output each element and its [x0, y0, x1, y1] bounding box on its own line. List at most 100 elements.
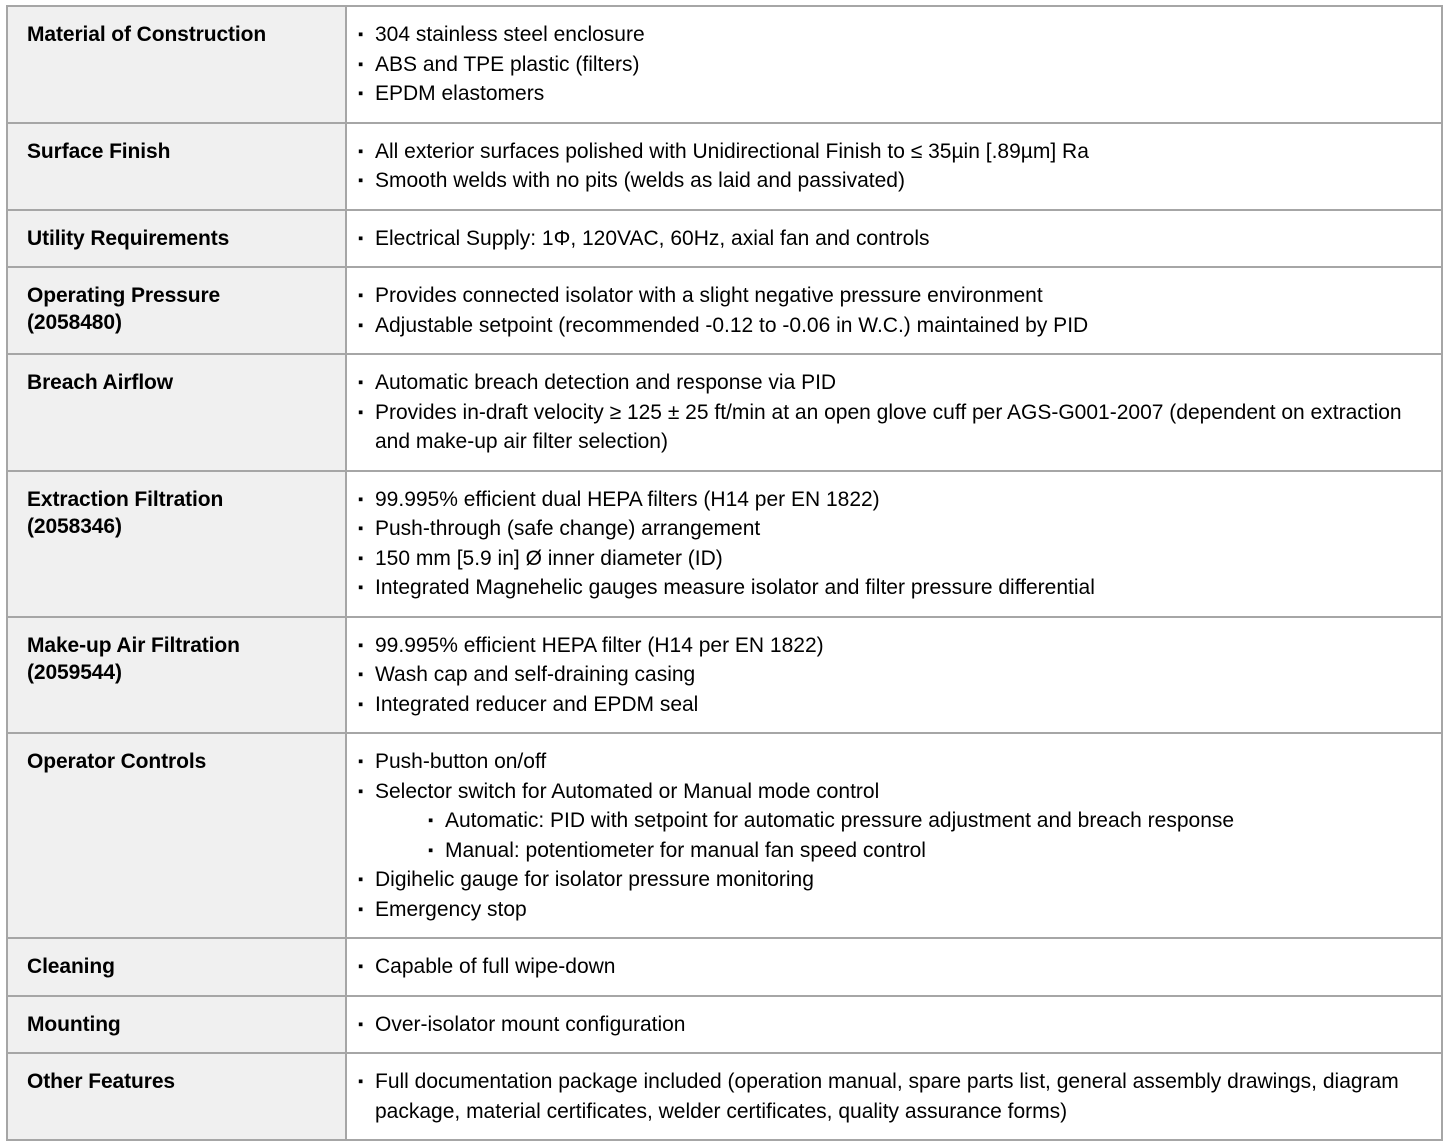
- spec-bullet-text: Push-button on/off: [375, 750, 547, 773]
- spec-bullet-list: Provides connected isolator with a sligh…: [358, 281, 1431, 340]
- spec-value-cell: 99.995% efficient HEPA filter (H14 per E…: [345, 615, 1443, 734]
- spec-label-code: (2058480): [27, 311, 122, 334]
- spec-bullet-item: Integrated Magnehelic gauges measure iso…: [358, 573, 1431, 603]
- spec-label-cell: Cleaning: [6, 937, 347, 997]
- spec-bullet-item: EPDM elastomers: [358, 79, 1431, 109]
- spec-bullet-item: Wash cap and self-draining casing: [358, 660, 1431, 690]
- spec-value-cell: Automatic breach detection and response …: [345, 353, 1443, 472]
- spec-bullet-text: Full documentation package included (ope…: [375, 1070, 1399, 1123]
- spec-bullet-item: Push-button on/off: [358, 747, 1431, 777]
- spec-bullet-text: Provides connected isolator with a sligh…: [375, 284, 1043, 307]
- specification-table: Material of Construction 304 stainless st…: [6, 5, 1443, 1141]
- spec-value-cell: Electrical Supply: 1Φ, 120VAC, 60Hz, axi…: [345, 208, 1443, 268]
- spec-bullet-text: Over-isolator mount configuration: [375, 1012, 686, 1036]
- spec-bullet-list: Electrical Supply: 1Φ, 120VAC, 60Hz, axi…: [358, 224, 1431, 254]
- spec-bullet-list: All exterior surfaces polished with Unid…: [358, 137, 1431, 196]
- spec-bullet-list: 99.995% efficient HEPA filter (H14 per E…: [358, 631, 1431, 720]
- table-row: Other Features Full documentation package…: [6, 1052, 1443, 1141]
- spec-label-cell: Make-up Air Filtration (2059544): [6, 615, 347, 734]
- spec-bullet-text: Electrical Supply: 1Φ, 120VAC, 60Hz, axi…: [375, 226, 930, 250]
- spec-sub-bullet-list: Automatic: PID with setpoint for automat…: [375, 806, 1431, 865]
- spec-label-text: Material of Construction: [27, 23, 267, 46]
- spec-label-text: Extraction Filtration: [27, 487, 224, 511]
- spec-bullet-text: Emergency stop: [375, 897, 527, 921]
- spec-label-cell: Operating Pressure (2058480): [6, 266, 347, 355]
- spec-bullet-text: 99.995% efficient dual HEPA filters (H14…: [375, 487, 880, 511]
- spec-label-code: (2058346): [27, 514, 122, 538]
- spec-bullet-text: Provides in-draft velocity ≥ 125 ± 25 ft…: [375, 400, 1402, 454]
- spec-sub-bullet-text: Manual: potentiometer for manual fan spe…: [445, 838, 926, 862]
- spec-bullet-text: Wash cap and self-draining casing: [375, 663, 696, 686]
- table-row: Cleaning Capable of full wipe-down: [6, 937, 1443, 997]
- spec-value-cell: Full documentation package included (ope…: [345, 1052, 1443, 1141]
- spec-bullet-text: Automatic breach detection and response …: [375, 371, 837, 394]
- spec-label-text: Other Features: [27, 1070, 175, 1093]
- spec-bullet-item: Emergency stop: [358, 895, 1431, 925]
- spec-value-cell: Capable of full wipe-down: [345, 937, 1443, 997]
- spec-bullet-item: Automatic breach detection and response …: [358, 368, 1431, 398]
- table-row: Utility Requirements Electrical Supply: 1…: [6, 208, 1443, 268]
- spec-bullet-item: Electrical Supply: 1Φ, 120VAC, 60Hz, axi…: [358, 224, 1431, 254]
- spec-label-cell: Utility Requirements: [6, 208, 347, 268]
- spec-bullet-item: Selector switch for Automated or Manual …: [358, 777, 1431, 866]
- spec-label-cell: Material of Construction: [6, 5, 347, 124]
- spec-value-cell: Over-isolator mount configuration: [345, 994, 1443, 1054]
- spec-value-cell: 99.995% efficient dual HEPA filters (H14…: [345, 469, 1443, 618]
- table-row: Mounting Over-isolator mount configuratio…: [6, 994, 1443, 1054]
- spec-bullet-item: Integrated reducer and EPDM seal: [358, 690, 1431, 720]
- spec-sub-bullet-item: Manual: potentiometer for manual fan spe…: [428, 836, 1431, 866]
- spec-value-cell: Provides connected isolator with a sligh…: [345, 266, 1443, 355]
- table-row: Make-up Air Filtration (2059544) 99.995% e…: [6, 615, 1443, 734]
- spec-value-cell: All exterior surfaces polished with Unid…: [345, 121, 1443, 211]
- spec-label-text: Make-up Air Filtration: [27, 633, 240, 657]
- spec-bullet-item: 99.995% efficient HEPA filter (H14 per E…: [358, 631, 1431, 661]
- spec-bullet-text: Selector switch for Automated or Manual …: [375, 779, 880, 803]
- table-row: Operating Pressure (2058480) Provides conn…: [6, 266, 1443, 355]
- spec-label-text: Surface Finish: [27, 139, 171, 163]
- spec-bullet-item: Adjustable setpoint (recommended -0.12 t…: [358, 311, 1431, 341]
- table-row: Operator Controls Push-button on/off Selec…: [6, 732, 1443, 939]
- spec-value-cell: Push-button on/off Selector switch for Au…: [345, 732, 1443, 939]
- spec-bullet-text: Capable of full wipe-down: [375, 955, 616, 978]
- spec-bullet-item: Provides in-draft velocity ≥ 125 ± 25 ft…: [358, 398, 1431, 457]
- spec-bullet-item: All exterior surfaces polished with Unid…: [358, 137, 1431, 167]
- spec-bullet-text: Smooth welds with no pits (welds as laid…: [375, 169, 905, 192]
- spec-label-cell: Operator Controls: [6, 732, 347, 939]
- spec-label-text: Breach Airflow: [27, 371, 174, 394]
- spec-label-cell: Extraction Filtration (2058346): [6, 469, 347, 618]
- table-row: Extraction Filtration (2058346) 99.995% ef…: [6, 469, 1443, 618]
- spec-label-text: Operator Controls: [27, 750, 207, 773]
- spec-bullet-item: Digihelic gauge for isolator pressure mo…: [358, 865, 1431, 895]
- spec-bullet-text: EPDM elastomers: [375, 82, 545, 105]
- spec-bullet-item: ABS and TPE plastic (filters): [358, 50, 1431, 80]
- table-row: Breach Airflow Automatic breach detection…: [6, 353, 1443, 472]
- spec-bullet-item: Smooth welds with no pits (welds as laid…: [358, 166, 1431, 196]
- spec-bullet-item: Full documentation package included (ope…: [358, 1067, 1431, 1126]
- spec-bullet-item: Capable of full wipe-down: [358, 952, 1431, 982]
- spec-bullet-text: All exterior surfaces polished with Unid…: [375, 139, 1089, 163]
- spec-bullet-text: Adjustable setpoint (recommended -0.12 t…: [375, 313, 1089, 337]
- spec-bullet-list: Over-isolator mount configuration: [358, 1010, 1431, 1040]
- spec-bullet-list: Automatic breach detection and response …: [358, 368, 1431, 457]
- spec-bullet-text: Push-through (safe change) arrangement: [375, 517, 761, 540]
- spec-bullet-text: ABS and TPE plastic (filters): [375, 52, 640, 76]
- spec-bullet-item: 99.995% efficient dual HEPA filters (H14…: [358, 485, 1431, 515]
- spec-bullet-list: 304 stainless steel enclosure ABS and TPE…: [358, 20, 1431, 109]
- spec-bullet-list: Push-button on/off Selector switch for Au…: [358, 747, 1431, 924]
- spec-label-cell: Mounting: [6, 994, 347, 1054]
- spec-bullet-text: Integrated Magnehelic gauges measure iso…: [375, 576, 1095, 599]
- spec-bullet-list: 99.995% efficient dual HEPA filters (H14…: [358, 485, 1431, 603]
- spec-label-text: Utility Requirements: [27, 226, 230, 250]
- specification-table-body: Material of Construction 304 stainless st…: [6, 5, 1443, 1141]
- spec-bullet-item: 304 stainless steel enclosure: [358, 20, 1431, 50]
- spec-bullet-item: Over-isolator mount configuration: [358, 1010, 1431, 1040]
- table-row: Material of Construction 304 stainless st…: [6, 5, 1443, 124]
- spec-bullet-text: 150 mm [5.9 in] Ø inner diameter (ID): [375, 546, 723, 570]
- spec-label-cell: Surface Finish: [6, 121, 347, 211]
- spec-bullet-text: 99.995% efficient HEPA filter (H14 per E…: [375, 633, 824, 657]
- spec-label-text: Operating Pressure: [27, 284, 221, 307]
- spec-label-cell: Breach Airflow: [6, 353, 347, 472]
- spec-bullet-item: Push-through (safe change) arrangement: [358, 514, 1431, 544]
- spec-bullet-item: Provides connected isolator with a sligh…: [358, 281, 1431, 311]
- spec-bullet-list: Capable of full wipe-down: [358, 952, 1431, 982]
